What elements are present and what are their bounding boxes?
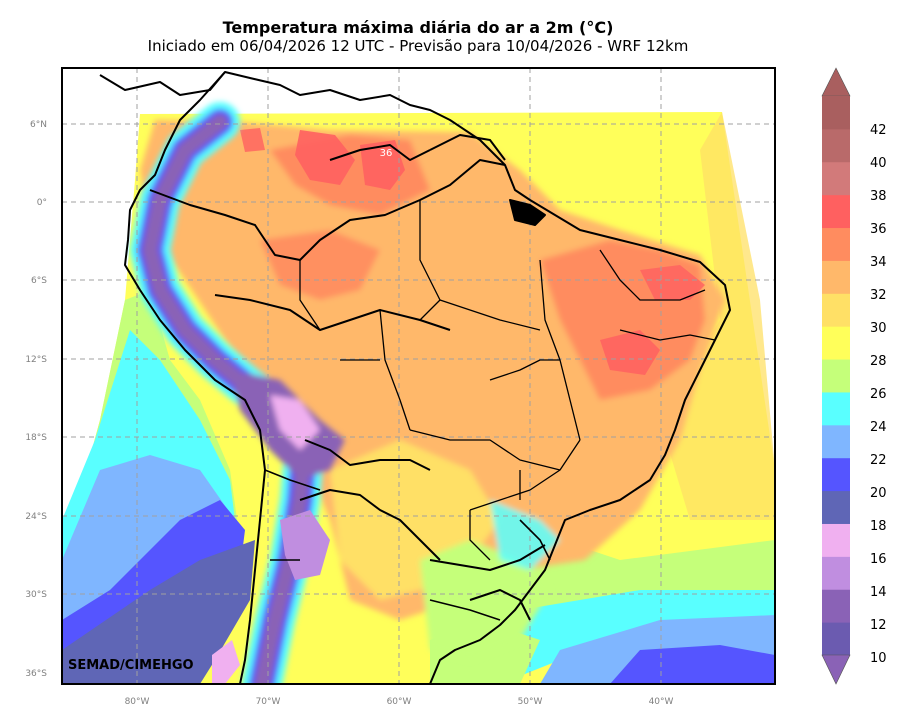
colorbar-segment: [822, 194, 850, 229]
colorbar-segment: [822, 161, 850, 196]
colorbar-tick-label: 30: [870, 321, 887, 336]
colorbar-tick-label: 22: [870, 453, 887, 468]
land-coastal-cool: [490, 500, 560, 570]
southern-borders: [264, 469, 551, 621]
lat-tick: 24°S: [25, 512, 47, 522]
colorbar-segment: [822, 128, 850, 163]
colorbar-tick-label: 40: [870, 156, 887, 171]
colorbar-max-triangle: [821, 67, 851, 97]
map-frame: [61, 67, 776, 685]
colorbar-segment: [822, 260, 850, 294]
colorbar-tick-label: 20: [870, 486, 887, 501]
colorbar-labels: 42 40 38 36 34 32 30 28 26 24 22 20 18 16 14 12 10: [870, 123, 887, 666]
colorbar-tick-label: 12: [870, 618, 887, 633]
colorbar-tick-label: 16: [870, 552, 887, 567]
map-subtitle: Iniciado em 06/04/2026 12 UTC - Previsão…: [147, 37, 689, 55]
colorbar: 42 40 38 36 34 32 30 28 26 24 22 20 18 16 14 12 10: [821, 67, 887, 685]
altiplano-pink: [270, 395, 320, 450]
colorbar-tick-label: 34: [870, 255, 887, 270]
colorbar-tick-label: 36: [870, 222, 887, 237]
ocean-deepblue-south: [610, 645, 775, 684]
land-hot-center: [260, 230, 380, 300]
colorbar-segment: [822, 457, 850, 492]
lat-tick: 6°S: [31, 276, 47, 286]
colorbar-segment: [822, 622, 850, 656]
colorbar-segment: [822, 490, 850, 524]
colorbar-segment: [822, 556, 850, 590]
lat-tick: 18°S: [25, 433, 47, 443]
map-title: Temperatura máxima diária do ar a 2m (°C…: [222, 18, 614, 37]
colorbar-segment: [822, 293, 850, 327]
lat-tick: 12°S: [25, 355, 47, 365]
lon-tick: 80°W: [125, 697, 150, 707]
colorbar-segments: [822, 96, 850, 656]
lat-tick-labels: 6°N 0° 6°S 12°S 18°S 24°S 30°S 36°S: [25, 120, 47, 679]
country-borders: [149, 134, 546, 621]
southern-pink-patch: [212, 640, 240, 684]
southern-lilac-patch: [280, 510, 330, 580]
hot-spots: [240, 128, 705, 375]
colorbar-segment: [822, 523, 850, 557]
colorbar-segment: [822, 326, 850, 360]
colorbar-tick-label: 42: [870, 123, 887, 138]
colorbar-segment: [822, 391, 850, 426]
colorbar-segment: [822, 424, 850, 459]
lat-tick: 30°S: [25, 590, 47, 600]
colorbar-segment: [822, 227, 850, 261]
coastlines: [99, 71, 731, 684]
lon-tick: 70°W: [256, 697, 281, 707]
credit-label: SEMAD/CIMEHGO: [68, 658, 194, 673]
colorbar-tick-label: 28: [870, 354, 887, 369]
land-south-green: [420, 540, 550, 660]
lat-tick: 36°S: [25, 669, 47, 679]
colorbar-tick-label: 18: [870, 519, 887, 534]
colorbar-segment: [822, 359, 850, 393]
lat-tick: 6°N: [30, 120, 47, 130]
lon-tick: 60°W: [387, 697, 412, 707]
colorbar-segment: [822, 589, 850, 623]
colorbar-tick-label: 10: [870, 651, 887, 666]
colorbar-tick-label: 32: [870, 288, 887, 303]
state-borders: [299, 200, 716, 561]
ocean-warm-band: [660, 112, 775, 520]
colorbar-min-triangle: [821, 654, 851, 685]
lon-tick: 50°W: [518, 697, 543, 707]
lon-tick: 40°W: [649, 697, 674, 707]
colorbar-segment: [822, 96, 850, 130]
pacific-indigo: [62, 540, 255, 684]
colorbar-tick-label: 14: [870, 585, 887, 600]
max-point-label: 36: [380, 148, 393, 159]
grid-lines: [62, 68, 775, 684]
lon-tick-labels: 80°W 70°W 60°W 50°W 40°W: [125, 697, 674, 707]
colorbar-tick-label: 24: [870, 420, 887, 435]
colorbar-tick-label: 26: [870, 387, 887, 402]
colorbar-tick-label: 38: [870, 189, 887, 204]
lat-tick: 0°: [37, 198, 47, 208]
map-field: [62, 68, 775, 684]
